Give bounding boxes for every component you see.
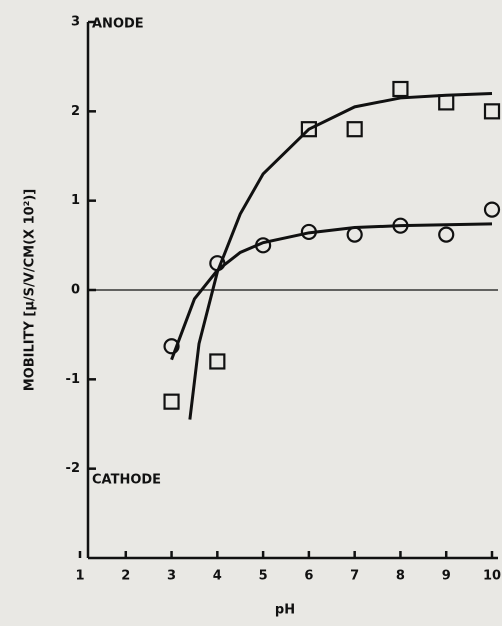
square-point [438, 94, 455, 111]
x-tick-label: 4 [213, 569, 222, 584]
x-tick-label: 5 [259, 569, 268, 584]
circle-point [483, 201, 501, 218]
square-point [483, 103, 501, 120]
circle-point [163, 338, 180, 355]
circle-point [346, 226, 363, 243]
annotation: ANODE [92, 17, 144, 32]
x-tick-label: 3 [167, 569, 176, 584]
x-tick-label: 7 [350, 569, 359, 584]
y-tick-label: -2 [66, 461, 80, 476]
x-tick-label: 10 [483, 569, 501, 584]
y-tick-label: 1 [71, 193, 80, 208]
y-tick-label: 0 [71, 283, 80, 298]
x-tick-label: 6 [304, 569, 313, 584]
y-tick-label: -1 [66, 372, 80, 387]
x-tick-label: 8 [396, 569, 405, 584]
square-point [392, 80, 409, 98]
square-point [346, 121, 363, 138]
square-point [163, 393, 180, 410]
x-tick-label: 1 [75, 569, 84, 584]
x-axis-label: pH [275, 603, 295, 618]
x-tick-label: 9 [442, 569, 451, 584]
y-tick-label: 3 [71, 15, 80, 30]
x-tick-label: 2 [121, 569, 130, 584]
annotation: CATHODE [92, 473, 161, 488]
y-tick-label: 2 [71, 104, 80, 119]
square-point [209, 353, 226, 370]
square-point [300, 121, 317, 138]
fit-curve [188, 91, 493, 420]
y-axis-label: MOBILITY [μ/S/V/CM(X 10²)] [23, 189, 38, 391]
circle-point [438, 226, 455, 243]
fit-curve [170, 222, 493, 361]
